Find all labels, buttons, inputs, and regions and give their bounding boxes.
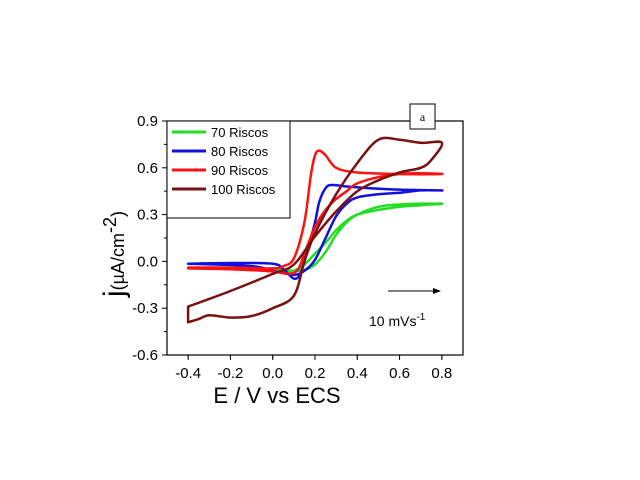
x-tick-label: 0.0 <box>262 365 283 382</box>
y-axis-label-unit: (µA/cm <box>108 233 128 290</box>
legend-label-90: 90 Riscos <box>211 163 269 178</box>
scan-rate-value: 10 mVs <box>369 313 416 329</box>
x-tick-label: 0.6 <box>389 365 410 382</box>
scan-arrow-head <box>433 288 441 294</box>
series-line-3 <box>186 149 444 276</box>
x-tick-label: 0.4 <box>347 365 368 382</box>
y-axis-label-unit-close: ) <box>108 211 128 217</box>
x-tick-label: 0.8 <box>431 365 452 382</box>
legend-label-70: 70 Riscos <box>211 125 269 140</box>
series-line-4 <box>186 136 444 324</box>
scan-rate-label: 10 mVs-1 <box>369 312 426 329</box>
legend: 70 Riscos 80 Riscos 90 Riscos 100 Riscos <box>166 120 291 219</box>
x-tick-label: 0.2 <box>305 365 326 382</box>
y-axis: -0.6 -0.3 0.0 0.3 0.6 0.9 <box>132 113 167 364</box>
scan-rate-annotation: 10 mVs-1 <box>369 288 441 329</box>
panel-label-box <box>409 103 436 130</box>
x-tick-label: -0.2 <box>217 365 243 382</box>
scan-rate-unit-sup: -1 <box>416 312 425 323</box>
series-line-1 <box>186 202 444 273</box>
y-tick-label: 0.6 <box>137 160 158 177</box>
panel-label-text: a <box>420 110 426 124</box>
y-tick-label: 0.3 <box>137 207 158 224</box>
panel-label: a <box>409 103 436 130</box>
x-axis-label: E / V vs ECS <box>213 383 340 408</box>
y-tick-label: -0.3 <box>132 300 158 317</box>
y-axis-label-unit-sup: -2 <box>100 217 120 233</box>
series-layer <box>186 136 444 324</box>
y-tick-label: 0.0 <box>137 253 158 270</box>
legend-label-80: 80 Riscos <box>211 144 269 159</box>
legend-label-100: 100 Riscos <box>211 182 276 197</box>
series-line-2 <box>186 183 444 281</box>
y-tick-label: -0.6 <box>132 347 158 364</box>
x-axis: -0.4 -0.2 0.0 0.2 0.4 0.6 0.8 <box>175 355 452 382</box>
y-tick-label: 0.9 <box>137 113 158 130</box>
y-axis-label: j(µA/cm-2) <box>98 211 131 298</box>
x-tick-label: -0.4 <box>175 365 201 382</box>
y-axis-label-main: j <box>98 290 131 298</box>
